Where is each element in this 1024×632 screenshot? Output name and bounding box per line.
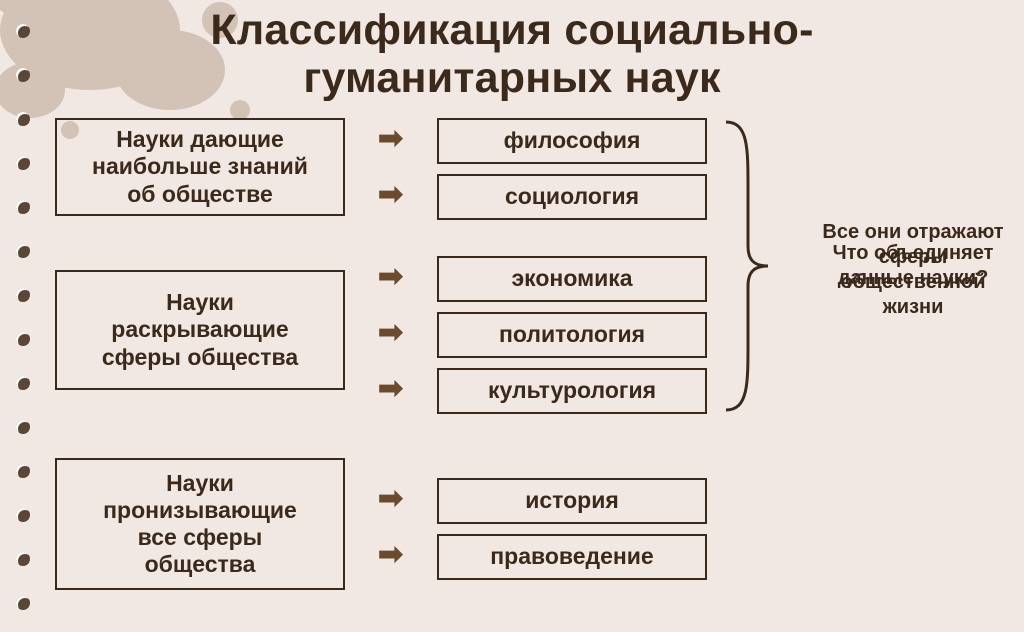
group-all-spheres-item-box: история (437, 478, 707, 524)
slide-title: Классификация социально-гуманитарных нау… (0, 6, 1024, 102)
arrow-icon: ➡ (378, 262, 403, 292)
curly-brace (718, 118, 770, 414)
group-knowledge-category-box: Науки дающиенаибольше знанийоб обществе (55, 118, 345, 216)
arrow-icon: ➡ (378, 180, 403, 210)
arrow-icon: ➡ (378, 374, 403, 404)
group-all-spheres-category-box: Наукипронизывающиевсе сферыобщества (55, 458, 345, 590)
group-spheres-item-box: политология (437, 312, 707, 358)
group-spheres-category-box: Наукираскрывающиесферы общества (55, 270, 345, 390)
side-note-question: Что объединяетданные науки? (808, 241, 1018, 291)
arrow-icon: ➡ (378, 318, 403, 348)
arrow-icon: ➡ (378, 124, 403, 154)
group-all-spheres-item-box: правоведение (437, 534, 707, 580)
group-spheres-item-box: экономика (437, 256, 707, 302)
arrow-icon: ➡ (378, 484, 403, 514)
group-knowledge-item-box: философия (437, 118, 707, 164)
group-spheres-item-box: культурология (437, 368, 707, 414)
group-knowledge-item-box: социология (437, 174, 707, 220)
arrow-icon: ➡ (378, 540, 403, 570)
